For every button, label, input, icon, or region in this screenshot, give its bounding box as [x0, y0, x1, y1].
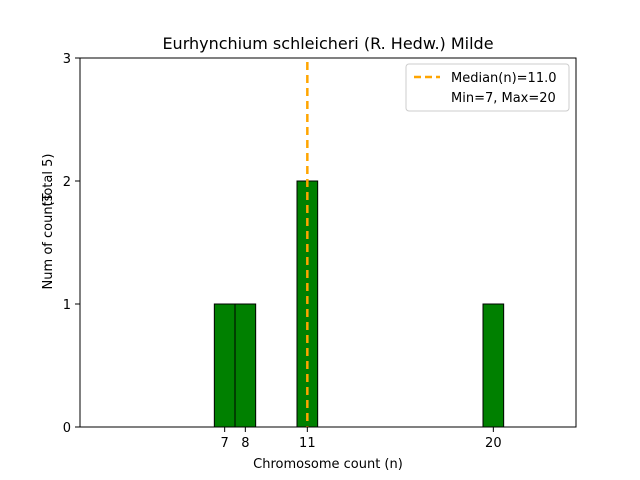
x-tick-label-11: 11 — [299, 436, 316, 451]
legend-entry-median: Median(n)=11.0 — [451, 71, 557, 86]
y-tick-label-0: 0 — [63, 421, 71, 436]
y-tick-label-2: 2 — [63, 175, 71, 190]
x-tick-label-7: 7 — [221, 436, 229, 451]
plot-frame — [79, 57, 577, 428]
y-ticks: 0 1 2 3 — [63, 52, 80, 436]
legend-entry-range: Min=7, Max=20 — [451, 91, 556, 106]
y-tick-label-3: 3 — [63, 52, 71, 67]
legend-box — [405, 63, 570, 112]
y-tick-label-1: 1 — [63, 298, 71, 313]
y-axis-total-label: (Total 5) — [41, 154, 56, 207]
bars-group — [213, 180, 505, 428]
x-axis-label: Chromosome count (n) — [253, 457, 403, 472]
bar-8 — [234, 303, 257, 428]
x-tick-label-8: 8 — [241, 436, 249, 451]
bar-20 — [482, 303, 505, 428]
bar-7 — [213, 303, 236, 428]
x-tick-label-20: 20 — [485, 436, 502, 451]
y-axis-label: Num of counts — [41, 194, 56, 289]
x-ticks: 7 8 11 20 — [221, 427, 502, 451]
chart-title: Eurhynchium schleicheri (R. Hedw.) Milde — [162, 34, 493, 53]
legend: Median(n)=11.0 Min=7, Max=20 — [405, 63, 570, 112]
